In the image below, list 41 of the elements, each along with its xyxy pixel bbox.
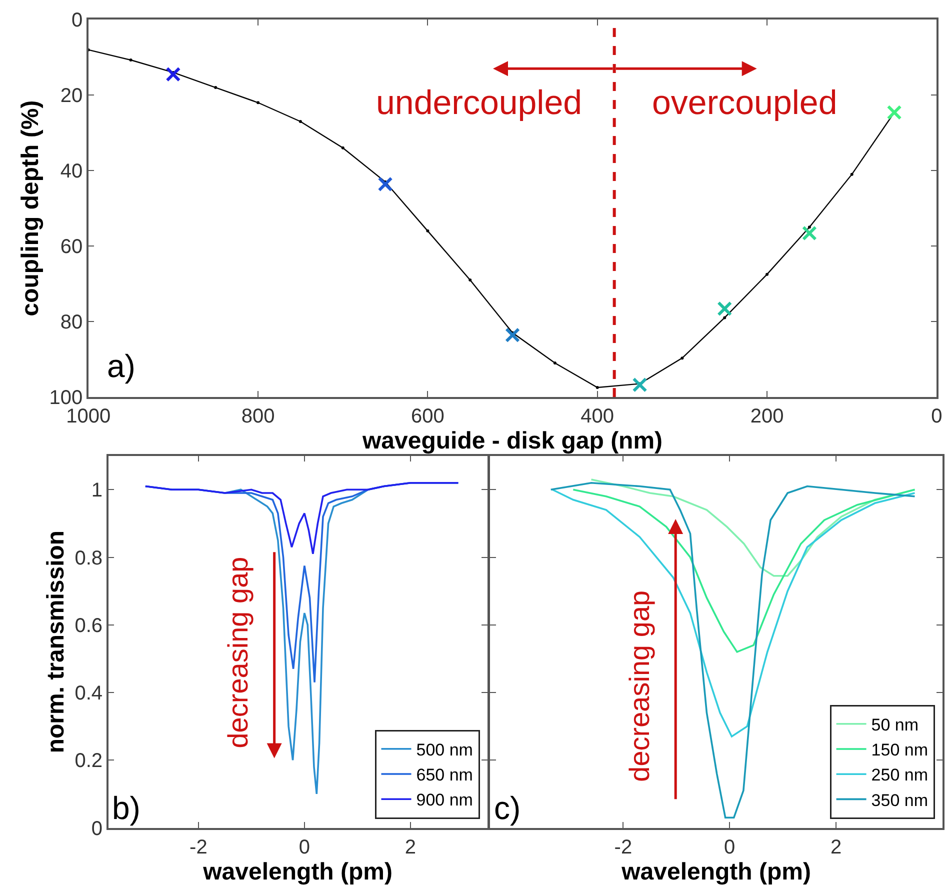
x-tick-label: 2 <box>404 836 416 859</box>
y-tick-label: 1 <box>91 480 103 502</box>
annotation: undercoupled <box>376 84 582 122</box>
x-tick-label: 600 <box>411 406 444 428</box>
annotation: decreasing gap <box>222 556 254 748</box>
legend-label: 650 nm <box>416 766 473 785</box>
legend-label: 350 nm <box>871 790 928 810</box>
y-tick-label: 0 <box>71 10 83 32</box>
x-tick-label: -2 <box>614 836 632 859</box>
x-tick-label: 0 <box>724 836 736 859</box>
y-tick-label: 0 <box>91 818 103 840</box>
y-axis-title: coupling depth (%) <box>16 100 44 316</box>
x-tick-label: 200 <box>750 406 784 428</box>
y-tick-label: 0.4 <box>74 682 103 705</box>
y-tick-label: 40 <box>60 160 83 183</box>
x-axis-title: wavelength (pm) <box>620 858 811 886</box>
legend-label: 150 nm <box>871 740 928 760</box>
x-tick-label: 400 <box>580 406 614 428</box>
annotation: b) <box>112 790 140 826</box>
legend-label: 900 nm <box>416 790 473 810</box>
y-tick-label: 20 <box>60 85 83 108</box>
x-tick-label: 0 <box>298 836 310 859</box>
legend-label: 50 nm <box>871 716 919 735</box>
annotation: a) <box>107 348 136 384</box>
annotation: decreasing gap <box>624 590 655 782</box>
y-tick-label: 0.8 <box>74 547 103 570</box>
x-axis-title: wavelength (pm) <box>202 858 393 886</box>
x-tick-label: 800 <box>241 406 275 428</box>
annotation: c) <box>494 790 521 826</box>
y-tick-label: 80 <box>60 311 83 334</box>
y-axis-title: norm. transmission <box>42 530 70 754</box>
y-tick-label: 0.2 <box>74 750 103 772</box>
x-axis-title: waveguide - disk gap (nm) <box>362 428 663 455</box>
legend-label: 250 nm <box>871 766 928 785</box>
x-tick-label: 2 <box>830 836 842 859</box>
x-tick-label: 0 <box>931 406 942 428</box>
y-tick-label: 0.6 <box>74 614 103 637</box>
annotation: overcoupled <box>652 84 838 122</box>
legend-label: 500 nm <box>416 740 473 760</box>
y-tick-label: 60 <box>60 236 83 258</box>
x-tick-label: -2 <box>190 836 208 859</box>
